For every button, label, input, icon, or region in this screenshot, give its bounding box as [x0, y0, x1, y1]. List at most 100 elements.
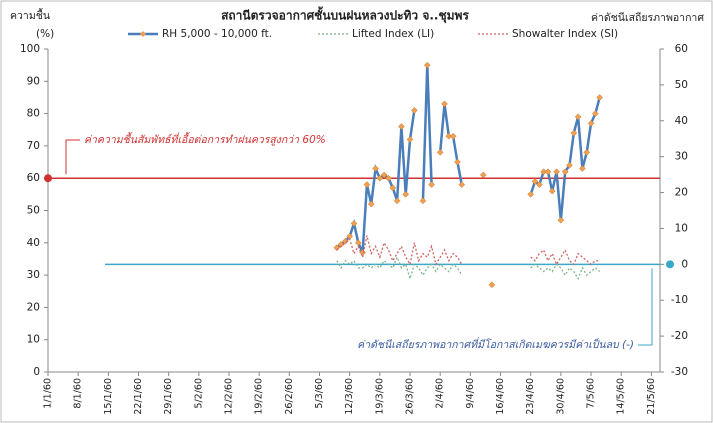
point: [419, 197, 427, 205]
x-tick-label: 14/5/60: [616, 378, 627, 415]
annotation-arrow: [65, 139, 80, 175]
point: [393, 197, 401, 205]
point: [535, 181, 543, 189]
y-tick-label: 80: [27, 108, 40, 120]
point: [410, 107, 418, 114]
point: [372, 165, 379, 172]
y2-tick-label: 10: [675, 222, 688, 234]
point: [342, 237, 349, 245]
point: [566, 161, 573, 169]
series-line: [336, 255, 601, 281]
x-tick-label: 26/3/60: [405, 378, 416, 415]
point: [441, 100, 448, 108]
x-tick-label: 23/4/60: [525, 378, 536, 415]
point: [591, 110, 599, 117]
point: [333, 244, 341, 251]
y-label-top: ความชื้น: [10, 8, 50, 22]
y-tick-label: 60: [27, 172, 40, 184]
annotation-text: ค่าดัชนีเสถียรภาพอากาศที่มีโอกาสเกิดเมฆค…: [357, 337, 634, 351]
point: [553, 168, 560, 176]
x-tick-label: 7/5/60: [586, 378, 597, 409]
point: [436, 149, 444, 156]
x-tick-label: 29/1/60: [163, 378, 174, 415]
y2-tick-label: -30: [671, 366, 688, 378]
point: [596, 94, 604, 101]
series-line: [336, 235, 600, 267]
legend-marker: [140, 31, 146, 37]
x-tick-label: 5/2/60: [193, 378, 204, 409]
y-tick-label: 20: [27, 301, 40, 313]
y-tick-label: 70: [27, 140, 40, 152]
y-tick-label: 100: [20, 43, 40, 55]
y-tick-label: 0: [33, 366, 40, 378]
point: [548, 187, 556, 195]
y2-label: ค่าดัชนีเสถียรภาพอากาศ: [591, 11, 704, 24]
point: [402, 190, 410, 198]
x-tick-label: 1/1/60: [43, 378, 54, 409]
legend-label: Showalter Index (SI): [512, 28, 618, 40]
x-tick-label: 12/2/60: [224, 378, 235, 415]
point: [561, 168, 569, 176]
point: [579, 165, 586, 172]
legend-label: RH 5,000 - 10,000 ft.: [162, 28, 272, 40]
x-tick-label: 5/3/60: [314, 378, 325, 409]
point: [428, 181, 435, 189]
y-tick-label: 50: [27, 205, 40, 217]
y-tick-label: 10: [27, 334, 40, 346]
point: [385, 174, 392, 182]
legend-label: Lifted Index (LI): [352, 28, 434, 40]
point: [367, 200, 375, 208]
threshold-dot: [666, 260, 674, 269]
point: [454, 158, 461, 166]
y2-tick-label: -10: [671, 294, 688, 306]
x-tick-label: 12/3/60: [344, 378, 355, 415]
x-tick-label: 2/4/60: [435, 378, 446, 409]
point: [479, 171, 487, 179]
point: [557, 216, 565, 224]
y-tick-label: 40: [27, 237, 40, 249]
x-tick-label: 19/2/60: [254, 378, 265, 415]
x-tick-label: 22/1/60: [133, 378, 144, 415]
point: [406, 136, 414, 143]
x-tick-label: 8/1/60: [73, 378, 84, 409]
x-tick-label: 26/2/60: [284, 378, 295, 415]
x-tick-label: 21/5/60: [646, 378, 657, 415]
x-tick-label: 15/1/60: [103, 378, 114, 415]
y2-tick-label: 60: [675, 43, 688, 55]
y-tick-label: 30: [27, 269, 40, 281]
x-tick-label: 30/4/60: [555, 378, 566, 415]
point: [570, 129, 578, 137]
annotation-arrow: [638, 268, 653, 346]
threshold-dot: [44, 174, 52, 183]
y2-tick-label: -20: [671, 330, 688, 342]
y-tick-label: 90: [27, 75, 40, 87]
point: [363, 181, 371, 189]
y2-tick-label: 20: [675, 187, 688, 199]
y2-tick-label: 0: [681, 258, 688, 270]
point: [488, 281, 496, 289]
chart-title: สถานีตรวจอากาศชั้นบนฝนหลวงปะทิว จ..ชุมพร: [221, 6, 469, 24]
point: [531, 178, 539, 185]
y2-tick-label: 40: [675, 115, 688, 127]
point: [398, 123, 405, 130]
x-tick-label: 9/4/60: [465, 378, 476, 409]
point: [587, 119, 595, 127]
point: [389, 184, 397, 192]
point: [337, 241, 345, 248]
y2-tick-label: 30: [675, 151, 688, 163]
point: [423, 61, 431, 69]
point: [449, 132, 457, 140]
y-label: (%): [36, 28, 54, 40]
point: [458, 181, 466, 189]
point: [527, 190, 535, 198]
point: [380, 171, 388, 179]
x-tick-label: 16/4/60: [495, 378, 506, 415]
point: [583, 149, 591, 156]
y2-tick-label: 50: [675, 79, 688, 91]
point: [350, 220, 358, 227]
point: [544, 168, 552, 176]
annotation-text: ค่าความชื้นสัมพัทธ์ที่เอื้อต่อการทำฝนควร…: [84, 131, 326, 146]
point: [574, 113, 582, 121]
